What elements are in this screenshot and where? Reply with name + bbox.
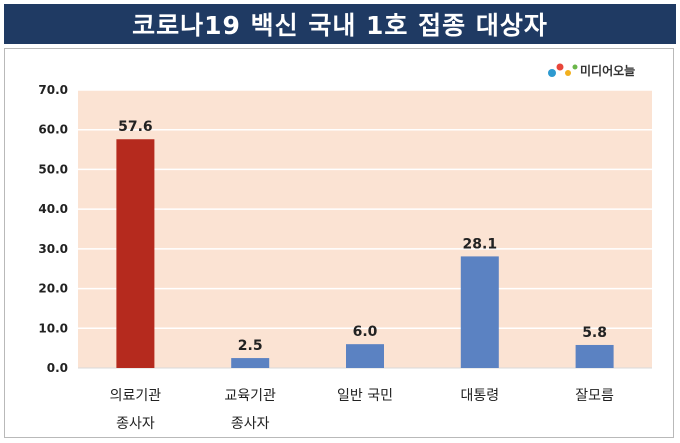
plot-area — [78, 90, 652, 368]
data-label: 2.5 — [238, 338, 263, 354]
x-category-label: 교육기관 — [224, 388, 276, 404]
y-tick-label: 50.0 — [38, 162, 68, 176]
title-bar: 코로나19 백신 국내 1호 접종 대상자 — [4, 4, 676, 44]
chart-title: 코로나19 백신 국내 1호 접종 대상자 — [132, 11, 548, 40]
y-tick-label: 10.0 — [38, 321, 68, 335]
bar — [346, 344, 384, 368]
y-tick-label: 20.0 — [38, 282, 68, 296]
data-label: 6.0 — [353, 324, 378, 340]
bar — [460, 256, 499, 368]
bar — [116, 139, 155, 368]
x-category-label: 의료기관 — [110, 388, 162, 404]
logo-text: 미디어오늘 — [580, 63, 635, 78]
x-category-label: 종사자 — [116, 416, 155, 432]
x-category-label: 종사자 — [231, 416, 270, 432]
data-label: 57.6 — [118, 119, 153, 135]
media-logo-icon: 미디어오늘 — [548, 63, 635, 78]
y-tick-label: 70.0 — [38, 83, 68, 97]
bar — [575, 344, 614, 368]
x-category-label: 대통령 — [460, 388, 499, 404]
y-tick-label: 60.0 — [38, 123, 68, 137]
data-label: 5.8 — [582, 325, 607, 341]
x-category-label: 일반 국민 — [337, 388, 393, 404]
x-category-label: 잘모름 — [575, 388, 614, 404]
y-tick-label: 0.0 — [47, 361, 68, 375]
data-label: 28.1 — [463, 236, 498, 252]
y-tick-label: 40.0 — [38, 202, 68, 216]
y-tick-label: 30.0 — [38, 242, 68, 256]
bar — [231, 358, 270, 368]
